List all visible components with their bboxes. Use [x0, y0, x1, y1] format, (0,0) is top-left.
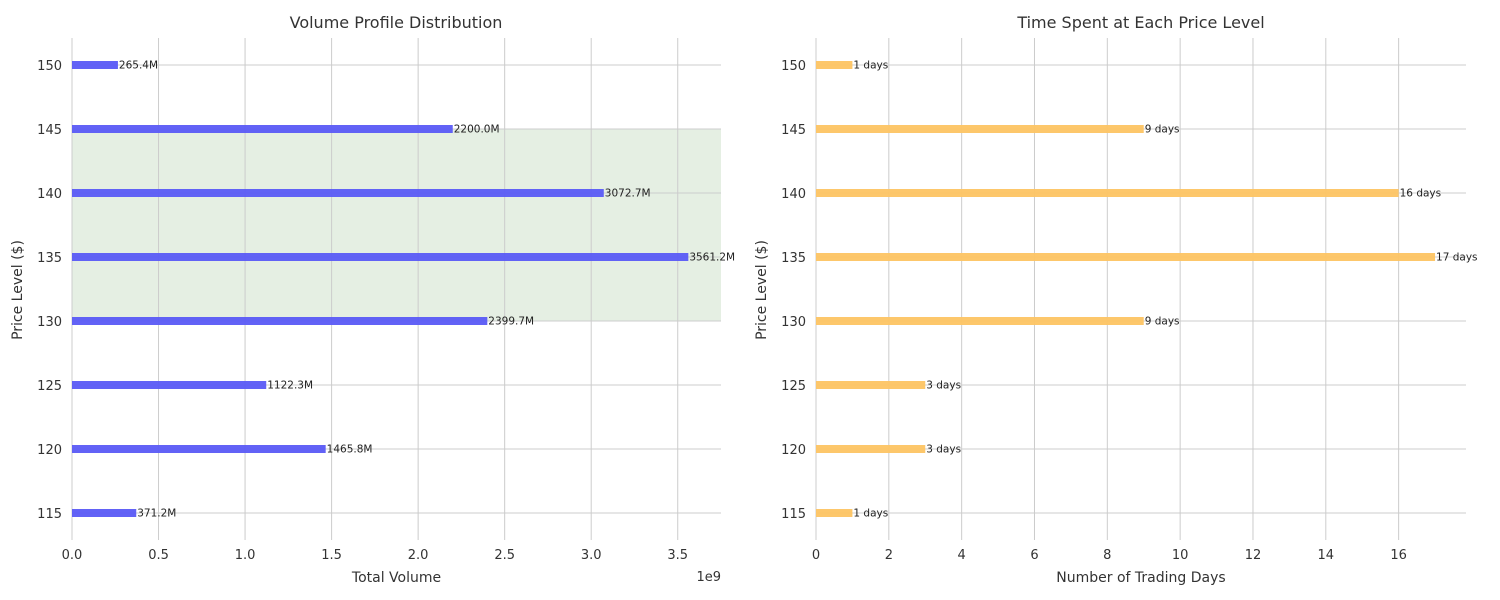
bar — [72, 61, 118, 69]
y-tick-label: 130 — [37, 315, 62, 330]
bar-value-label: 16 days — [1400, 188, 1441, 200]
y-tick-label: 135 — [781, 251, 806, 266]
y-tick-label: 120 — [781, 443, 806, 458]
x-tick-label: 0.0 — [62, 548, 83, 563]
y-tick-label: 140 — [781, 187, 806, 202]
bar — [816, 61, 853, 69]
y-tick-label: 125 — [781, 379, 806, 394]
y-axis-label: Price Level ($) — [10, 240, 26, 340]
x-tick-label: 4 — [958, 548, 966, 563]
value-area-band — [72, 129, 721, 321]
y-tick-label: 115 — [37, 507, 62, 522]
y-tick-label: 135 — [37, 251, 62, 266]
x-tick-label: 0.5 — [148, 548, 169, 563]
y-tick-label: 130 — [781, 315, 806, 330]
bar-value-label: 3561.2M — [689, 252, 735, 264]
bar-value-label: 17 days — [1436, 252, 1477, 264]
x-tick-label: 8 — [1103, 548, 1111, 563]
time-at-price-chart: 1 days 9 days 16 days 17 days 9 days 3 days 3 … — [754, 13, 1478, 586]
y-tick-label: 150 — [781, 59, 806, 74]
x-tick-label: 1.5 — [321, 548, 342, 563]
bar — [816, 189, 1399, 197]
x-tick-label: 12 — [1245, 548, 1262, 563]
x-tick-label: 3.5 — [667, 548, 688, 563]
bar-value-label: 1465.8M — [327, 444, 373, 456]
bar — [72, 445, 326, 453]
x-tick-label: 16 — [1390, 548, 1407, 563]
x-tick-label: 14 — [1318, 548, 1335, 563]
bar — [72, 189, 604, 197]
bar-value-label: 265.4M — [119, 60, 158, 72]
bar-value-label: 3 days — [926, 444, 961, 456]
bar-value-label: 3 days — [926, 380, 961, 392]
bar-value-label: 2399.7M — [488, 316, 534, 328]
x-tick-label: 0 — [812, 548, 820, 563]
x-axis-label: Number of Trading Days — [1056, 570, 1225, 586]
x-tick-label: 2.5 — [494, 548, 515, 563]
bar — [816, 125, 1144, 133]
bar — [816, 253, 1436, 261]
chart-title: Time Spent at Each Price Level — [1016, 13, 1264, 32]
x-axis-label: Total Volume — [351, 570, 441, 586]
bar-value-label: 9 days — [1145, 316, 1180, 328]
y-tick-label: 145 — [781, 123, 806, 138]
y-tick-label: 115 — [781, 507, 806, 522]
bar-value-label: 2200.0M — [454, 124, 500, 136]
bar — [72, 253, 689, 261]
chart-title: Volume Profile Distribution — [290, 13, 503, 32]
x-tick-label: 6 — [1030, 548, 1038, 563]
x-tick-label: 2.0 — [408, 548, 429, 563]
x-tick-label: 1.0 — [235, 548, 256, 563]
x-tick-label: 10 — [1172, 548, 1189, 563]
bar-value-label: 3072.7M — [605, 188, 651, 200]
y-tick-label: 120 — [37, 443, 62, 458]
bar-value-label: 1 days — [853, 60, 888, 72]
y-tick-label: 140 — [37, 187, 62, 202]
x-offset-label: 1e9 — [696, 570, 721, 585]
y-tick-label: 125 — [37, 379, 62, 394]
y-tick-label: 145 — [37, 123, 62, 138]
bar — [72, 125, 453, 133]
bar — [72, 509, 137, 517]
bar — [72, 317, 488, 325]
x-tick-label: 2 — [885, 548, 893, 563]
bar — [816, 509, 853, 517]
volume-profile-chart: 265.4M 2200.0M 3072.7M 3561.2M 2399.7M 1122.3… — [10, 13, 735, 586]
bar — [816, 445, 926, 453]
bar-value-label: 1 days — [853, 508, 888, 520]
bar — [816, 317, 1144, 325]
bar-value-label: 371.2M — [137, 508, 176, 520]
bar-value-label: 9 days — [1145, 124, 1180, 136]
bar — [72, 381, 267, 389]
bar-value-label: 1122.3M — [267, 380, 313, 392]
y-tick-label: 150 — [37, 59, 62, 74]
bar — [816, 381, 926, 389]
y-axis-label: Price Level ($) — [754, 240, 770, 340]
x-tick-label: 3.0 — [581, 548, 602, 563]
